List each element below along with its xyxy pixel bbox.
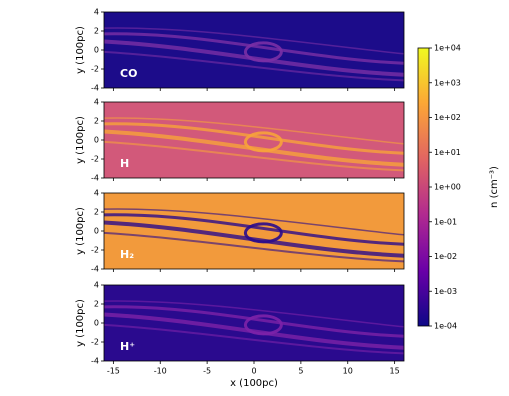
density-map <box>104 285 404 361</box>
colorbar-tick-label: 1e+03 <box>434 78 461 87</box>
clump <box>243 41 283 63</box>
map-background <box>104 285 404 361</box>
filament <box>104 140 404 172</box>
y-tick-label: 2 <box>94 117 99 126</box>
y-tick-label: -4 <box>91 174 99 183</box>
density-map <box>104 193 404 269</box>
species-label: H⁺ <box>120 340 135 353</box>
x-tick-label: 0 <box>251 367 256 376</box>
y-tick-label: -2 <box>91 338 99 347</box>
colorbar-tick-label: 1e-04 <box>434 322 457 331</box>
filament <box>104 27 404 55</box>
colorbar <box>417 47 430 327</box>
colorbar-tick-label: 1e-03 <box>434 287 457 296</box>
density-map <box>104 12 404 88</box>
y-tick-label: -4 <box>91 357 99 366</box>
colorbar-tick-label: 1e+01 <box>434 148 461 157</box>
y-tick-label: 4 <box>94 189 99 198</box>
clump <box>243 222 283 244</box>
x-tick-label: 10 <box>343 367 353 376</box>
y-tick-label: 2 <box>94 27 99 36</box>
y-tick-label: 4 <box>94 98 99 107</box>
y-axis-label: y (100pc) <box>75 299 86 347</box>
x-tick-label: -10 <box>154 367 167 376</box>
filament <box>104 305 404 338</box>
y-tick-label: 0 <box>94 319 99 328</box>
colorbar-tick-label: 1e+04 <box>434 44 461 53</box>
y-axis-label: y (100pc) <box>75 207 86 255</box>
y-tick-label: 4 <box>94 8 99 17</box>
y-tick-label: 2 <box>94 208 99 217</box>
filament <box>104 323 404 355</box>
map-background <box>104 193 404 269</box>
x-tick-label: -15 <box>107 367 120 376</box>
y-tick-label: 4 <box>94 281 99 290</box>
y-tick-label: -4 <box>91 84 99 93</box>
species-label: H <box>120 157 129 170</box>
y-tick-label: -2 <box>91 65 99 74</box>
y-tick-label: -2 <box>91 155 99 164</box>
filament <box>104 231 404 263</box>
x-tick-label: 5 <box>298 367 303 376</box>
colorbar-tick-label: 1e-01 <box>434 217 457 226</box>
filament <box>104 50 404 82</box>
map-background <box>104 102 404 178</box>
y-axis-label: y (100pc) <box>75 116 86 164</box>
x-tick-label: -5 <box>203 367 211 376</box>
colorbar-label: n (cm⁻³) <box>489 166 500 208</box>
y-tick-label: 0 <box>94 46 99 55</box>
species-label: CO <box>120 67 137 80</box>
colorbar-tick-label: 1e+00 <box>434 183 461 192</box>
colorbar-tick-label: 1e-02 <box>434 252 457 261</box>
filament <box>104 208 404 236</box>
y-axis-label: y (100pc) <box>75 26 86 74</box>
y-tick-label: 2 <box>94 300 99 309</box>
filament <box>104 300 404 328</box>
density-map <box>104 102 404 178</box>
map-background <box>104 12 404 88</box>
y-tick-label: 0 <box>94 227 99 236</box>
filament <box>104 122 404 155</box>
y-tick-label: -2 <box>91 246 99 255</box>
clump <box>243 314 283 336</box>
y-tick-label: 0 <box>94 136 99 145</box>
x-tick-label: 15 <box>390 367 400 376</box>
species-label: H₂ <box>120 248 134 261</box>
colorbar-tick-label: 1e+02 <box>434 113 461 122</box>
clump <box>243 131 283 153</box>
filament <box>104 32 404 65</box>
y-tick-label: -4 <box>91 265 99 274</box>
filament <box>104 117 404 145</box>
filament <box>104 213 404 246</box>
x-axis-label: x (100pc) <box>230 378 278 389</box>
